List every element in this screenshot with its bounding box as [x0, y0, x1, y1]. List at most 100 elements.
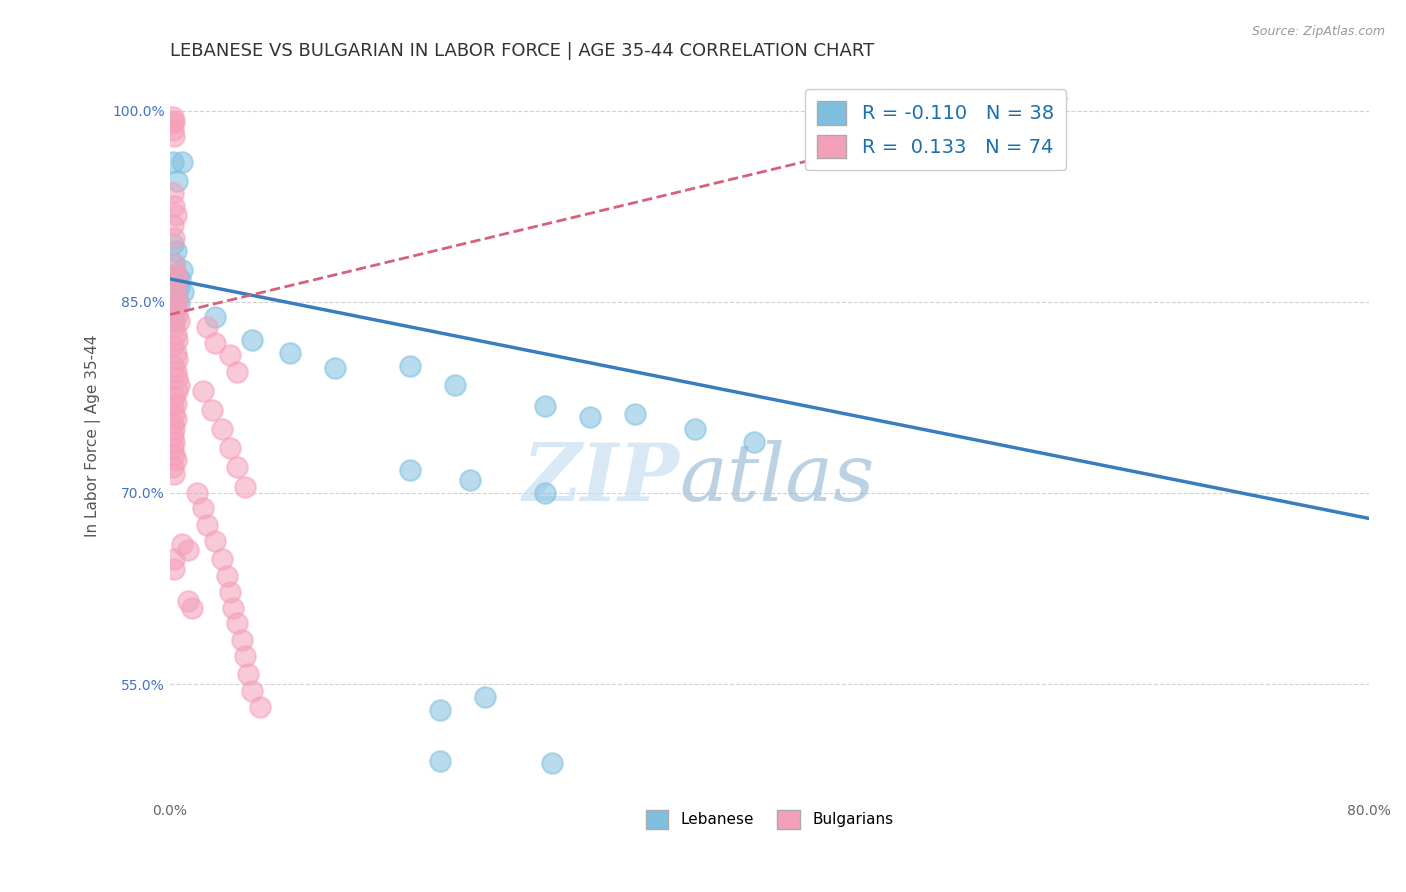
Point: [236, 667, 259, 681]
Point: [191, 384, 214, 398]
Point: [165, 269, 187, 284]
Point: [195, 320, 218, 334]
Point: [163, 199, 186, 213]
Point: [683, 422, 706, 436]
Point: [163, 359, 186, 373]
Point: [226, 615, 249, 630]
Point: [166, 308, 188, 322]
Point: [163, 314, 186, 328]
Point: [163, 129, 186, 144]
Point: [226, 365, 249, 379]
Point: [744, 435, 766, 450]
Legend: Lebanese, Bulgarians: Lebanese, Bulgarians: [640, 804, 900, 835]
Point: [165, 301, 187, 316]
Point: [218, 585, 240, 599]
Point: [165, 397, 187, 411]
Point: [162, 442, 184, 456]
Point: [167, 297, 190, 311]
Point: [240, 683, 263, 698]
Text: Source: ZipAtlas.com: Source: ZipAtlas.com: [1251, 25, 1385, 38]
Point: [398, 359, 420, 373]
Point: [165, 365, 187, 379]
Point: [162, 237, 184, 252]
Point: [218, 442, 240, 456]
Point: [163, 256, 186, 270]
Point: [165, 208, 187, 222]
Point: [541, 756, 564, 771]
Point: [195, 517, 218, 532]
Point: [166, 293, 188, 307]
Point: [166, 371, 188, 385]
Point: [204, 335, 226, 350]
Point: [165, 346, 187, 360]
Y-axis label: In Labor Force | Age 35-44: In Labor Force | Age 35-44: [86, 334, 101, 537]
Point: [163, 435, 186, 450]
Point: [165, 244, 187, 258]
Point: [204, 310, 226, 325]
Point: [165, 412, 187, 426]
Point: [177, 594, 200, 608]
Text: atlas: atlas: [679, 441, 875, 518]
Point: [165, 288, 187, 302]
Point: [170, 537, 193, 551]
Point: [162, 428, 184, 442]
Point: [429, 703, 451, 717]
Point: [474, 690, 496, 704]
Point: [163, 407, 186, 421]
Text: LEBANESE VS BULGARIAN IN LABOR FORCE | AGE 35-44 CORRELATION CHART: LEBANESE VS BULGARIAN IN LABOR FORCE | A…: [170, 42, 875, 60]
Point: [218, 348, 240, 362]
Point: [443, 377, 465, 392]
Point: [278, 346, 301, 360]
Point: [163, 113, 186, 128]
Point: [222, 600, 245, 615]
Point: [167, 279, 190, 293]
Point: [169, 272, 191, 286]
Point: [163, 256, 186, 270]
Point: [162, 269, 184, 284]
Point: [163, 294, 186, 309]
Point: [162, 186, 184, 201]
Point: [226, 460, 249, 475]
Point: [429, 754, 451, 768]
Point: [162, 400, 184, 414]
Point: [163, 320, 186, 334]
Point: [165, 326, 187, 341]
Point: [163, 279, 186, 293]
Point: [163, 422, 186, 436]
Point: [162, 110, 184, 124]
Point: [186, 486, 208, 500]
Point: [163, 391, 186, 405]
Point: [233, 480, 256, 494]
Point: [166, 174, 188, 188]
Point: [165, 453, 187, 467]
Point: [211, 422, 233, 436]
Point: [165, 267, 187, 281]
Point: [204, 534, 226, 549]
Point: [240, 333, 263, 347]
Point: [162, 308, 184, 322]
Point: [167, 377, 190, 392]
Point: [165, 285, 187, 299]
Point: [533, 486, 555, 500]
Point: [211, 552, 233, 566]
Point: [181, 600, 204, 615]
Point: [201, 403, 224, 417]
Point: [162, 219, 184, 233]
Point: [163, 276, 186, 290]
Point: [533, 400, 555, 414]
Point: [167, 314, 190, 328]
Point: [215, 569, 238, 583]
Point: [162, 122, 184, 136]
Point: [163, 552, 186, 566]
Point: [162, 154, 184, 169]
Point: [162, 417, 184, 432]
Point: [163, 231, 186, 245]
Point: [166, 384, 188, 398]
Point: [163, 562, 186, 576]
Point: [170, 263, 193, 277]
Point: [398, 463, 420, 477]
Point: [166, 294, 188, 309]
Point: [166, 352, 188, 367]
Text: ZIP: ZIP: [523, 441, 679, 518]
Point: [233, 649, 256, 664]
